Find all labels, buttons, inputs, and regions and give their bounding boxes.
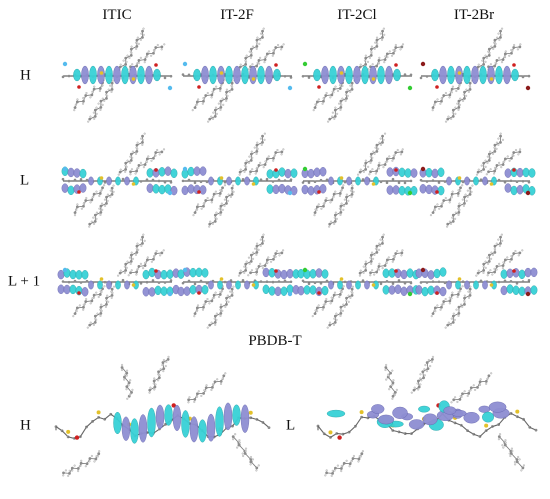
molecule-it-2f-homo <box>181 27 293 123</box>
molecule-it-2f-lumo <box>181 132 298 228</box>
polymer-label-homo: H <box>20 417 31 434</box>
row-label-lumo-plus-1: L + 1 <box>8 273 41 290</box>
molecule-it-2cl-lumo-plus-1 <box>297 233 420 329</box>
column-header-itic: ITIC <box>102 7 132 23</box>
polymer-title: PBDB-T <box>248 333 302 349</box>
column-header-it-2f: IT-2F <box>220 7 254 23</box>
molecule-pbdb-t-lumo <box>316 355 538 477</box>
molecule-itic-lumo-plus-1 <box>57 233 180 329</box>
molecule-it-2cl-lumo <box>301 132 418 228</box>
molecule-it-2cl-homo <box>301 27 413 123</box>
molecule-it-2br-lumo <box>419 132 536 228</box>
molecule-itic-homo <box>61 27 173 123</box>
column-header-it-2br: IT-2Br <box>453 7 495 23</box>
molecule-it-2br-lumo-plus-1 <box>415 233 538 329</box>
row-label-lumo: L <box>20 172 30 189</box>
polymer-label-lumo: L <box>286 417 296 434</box>
molecule-it-2f-lumo-plus-1 <box>177 233 300 329</box>
molecule-itic-lumo <box>61 132 178 228</box>
row-label-homo: H <box>20 67 31 84</box>
column-header-it-2cl: IT-2Cl <box>337 7 377 23</box>
molecule-pbdb-t-homo <box>54 355 271 477</box>
molecule-it-2br-homo <box>419 27 531 123</box>
